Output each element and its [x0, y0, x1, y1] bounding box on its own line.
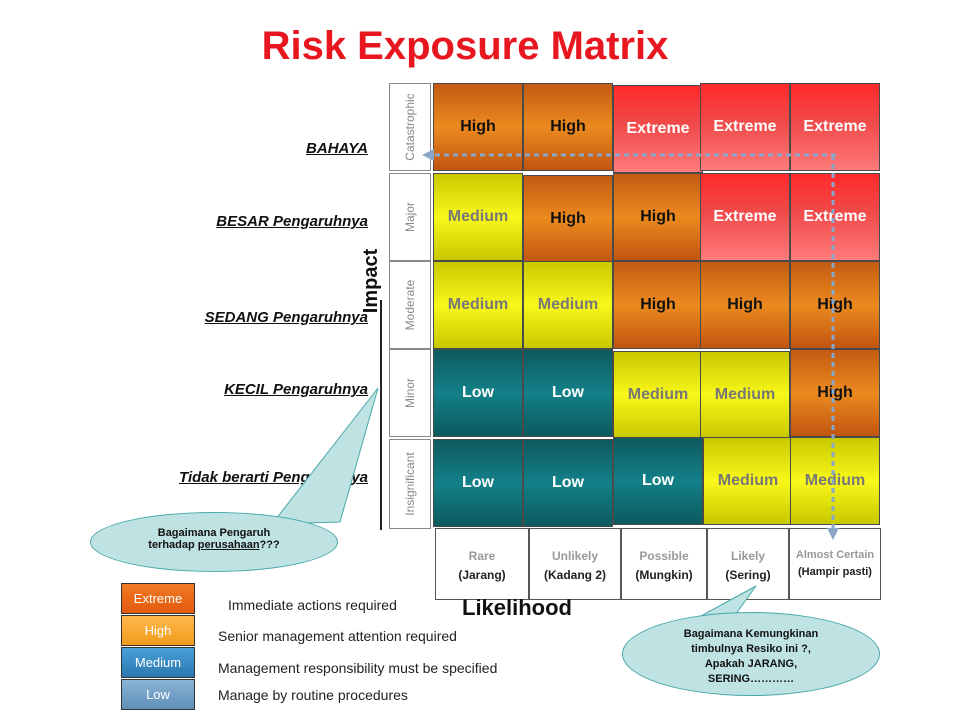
page-title: Risk Exposure Matrix — [261, 24, 669, 68]
legend-desc-low: Manage by routine procedures — [218, 687, 408, 703]
matrix-cell: Medium — [790, 437, 880, 525]
matrix-cell: Extreme — [613, 85, 703, 173]
likelihood-possible: Possible (Mungkin) — [621, 528, 707, 600]
impact-axis-line — [380, 300, 382, 530]
legend-desc-extreme: Immediate actions required — [228, 597, 397, 613]
legend-swatch-low: Low — [121, 679, 195, 710]
arrowhead-down-icon — [827, 528, 839, 540]
likelihood-unlikely: Unlikely (Kadang 2) — [529, 528, 621, 600]
matrix-cell: Low — [433, 439, 523, 527]
matrix-cell: High — [700, 261, 790, 349]
likelihood-almost-certain: Almost Certain (Hampir pasti) — [789, 528, 881, 600]
matrix-cell: Extreme — [790, 173, 880, 261]
matrix-cell: High — [613, 261, 703, 349]
impact-level-major: Major — [389, 173, 431, 261]
side-label-bahaya: BAHAYA — [306, 140, 368, 157]
impact-level-insignificant: Insignificant — [389, 439, 431, 529]
legend-desc-medium: Management responsibility must be specif… — [218, 660, 498, 676]
legend-swatch-medium: Medium — [121, 647, 195, 678]
matrix-cell: High — [790, 349, 880, 437]
likelihood-rare: Rare (Jarang) — [435, 528, 529, 600]
impact-level-moderate: Moderate — [389, 261, 431, 349]
callout-right-bubble: Bagaimana Kemungkinan timbulnya Resiko i… — [622, 612, 880, 696]
matrix-cell: Medium — [613, 351, 703, 439]
legend-swatch-high: High — [121, 615, 195, 646]
matrix-cell: Low — [523, 349, 613, 437]
matrix-cell: High — [790, 261, 880, 349]
matrix-cell: Low — [523, 439, 613, 527]
matrix-cell: Medium — [433, 261, 523, 349]
arrowhead-left-icon — [422, 149, 434, 161]
callout-left-bubble: Bagaimana Pengaruh terhadap perusahaan??… — [90, 512, 338, 572]
matrix-cell: High — [523, 175, 613, 263]
matrix-cell: Low — [433, 349, 523, 437]
legend-desc-high: Senior management attention required — [218, 628, 457, 644]
matrix-cell: High — [613, 173, 703, 261]
matrix-cell: Medium — [523, 261, 613, 349]
legend-swatch-extreme: Extreme — [121, 583, 195, 614]
matrix-cell: Extreme — [700, 173, 790, 261]
matrix-cell: Medium — [700, 351, 790, 439]
likelihood-axis-label: Likelihood — [462, 595, 572, 620]
side-label-besar: BESAR Pengaruhnya — [216, 213, 368, 230]
matrix-cell: Medium — [703, 437, 793, 525]
impact-level-minor: Minor — [389, 349, 431, 437]
side-label-sedang: SEDANG Pengaruhnya — [204, 309, 368, 326]
likelihood-likely: Likely (Sering) — [707, 528, 789, 600]
matrix-cell: Low — [613, 437, 703, 525]
matrix-cell: Medium — [433, 173, 523, 261]
side-label-kecil: KECIL Pengaruhnya — [224, 381, 368, 398]
impact-level-catastrophic: Catastrophic — [389, 83, 431, 171]
